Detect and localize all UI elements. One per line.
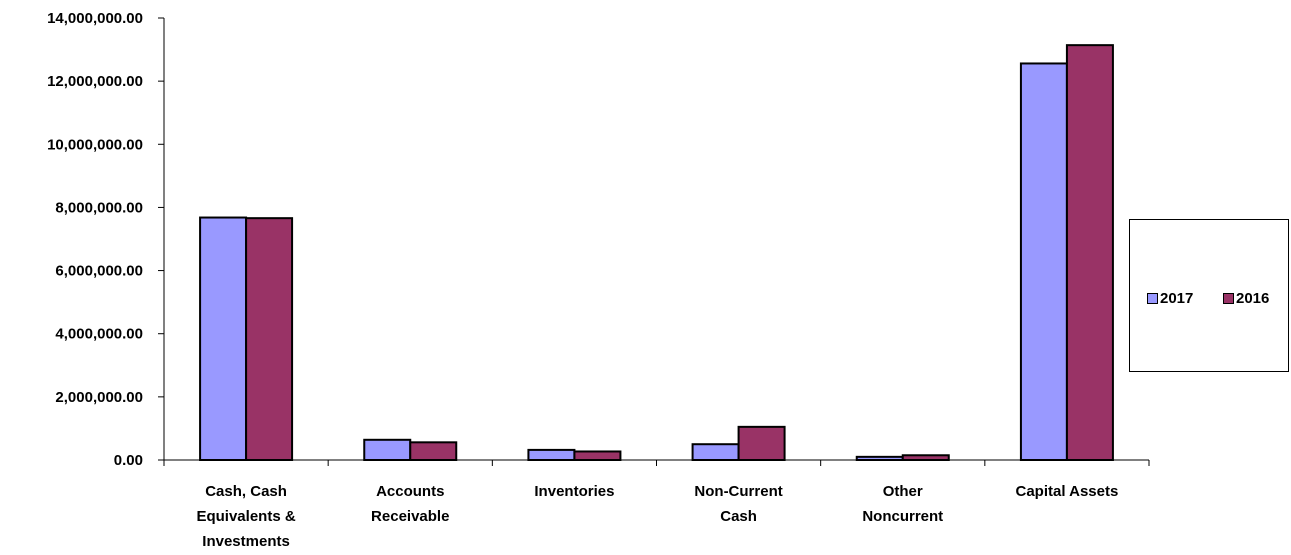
bar-2016 xyxy=(245,217,294,461)
legend: 2017 2016 xyxy=(1129,219,1289,372)
bar-2016 xyxy=(573,450,622,461)
bar-2017 xyxy=(691,443,740,462)
bar-2016 xyxy=(901,454,950,461)
y-tick-label: 4,000,000.00 xyxy=(55,326,143,343)
legend-item-2017: 2017 xyxy=(1147,290,1193,307)
bar-2017 xyxy=(1019,62,1068,461)
legend-label-2017: 2017 xyxy=(1160,290,1194,307)
x-category-label: Cash, Cash Equivalents & Investments xyxy=(196,483,295,550)
bar-2016 xyxy=(737,425,786,462)
bar-2017 xyxy=(363,438,412,461)
legend-label-2016: 2016 xyxy=(1236,290,1270,307)
y-tick-label: 6,000,000.00 xyxy=(55,263,143,280)
bars xyxy=(199,44,1114,462)
y-tick-label: 12,000,000.00 xyxy=(47,73,143,90)
y-tick-label: 2,000,000.00 xyxy=(55,389,143,406)
y-tick-label: 8,000,000.00 xyxy=(55,199,143,216)
bar-2017 xyxy=(527,448,576,462)
y-tick-label: 10,000,000.00 xyxy=(47,136,143,153)
x-category-label: Non-Current Cash xyxy=(694,483,782,525)
bar-2017 xyxy=(199,216,248,461)
y-axis: 0.00 2,000,000.00 4,000,000.00 6,000,000.00… xyxy=(47,10,165,469)
legend-item-2016: 2016 xyxy=(1223,290,1269,307)
legend-swatch-2017 xyxy=(1147,293,1158,304)
bar-2016 xyxy=(409,441,458,462)
x-category-label: Accounts Receivable xyxy=(371,483,449,525)
x-category-label: Capital Assets xyxy=(1016,483,1119,500)
x-axis: Cash, Cash Equivalents & Investments Accoun… xyxy=(163,459,1150,550)
y-tick-label: 0.00 xyxy=(114,452,143,469)
x-category-label: Inventories xyxy=(534,483,614,500)
x-category-label: Other Noncurrent xyxy=(862,483,943,525)
bar-2016 xyxy=(1065,44,1114,461)
legend-swatch-2016 xyxy=(1223,293,1234,304)
y-tick-label: 14,000,000.00 xyxy=(47,10,143,27)
